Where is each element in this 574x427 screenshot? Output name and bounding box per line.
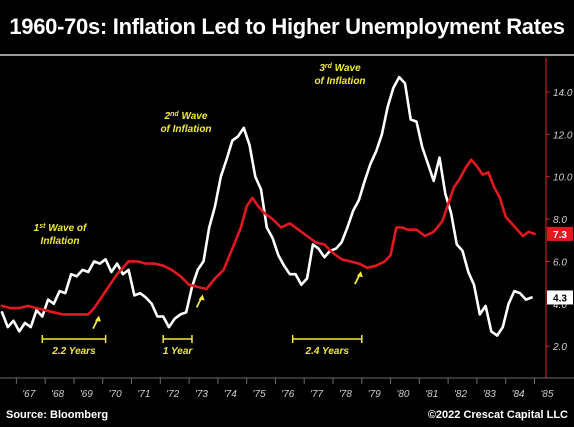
red-end-value-badge: [547, 226, 573, 241]
y-tick-label: 14.0: [553, 88, 573, 99]
chart-title: 1960-70s: Inflation Led to Higher Unempl…: [9, 14, 565, 39]
lag-label: 1 Year: [163, 346, 194, 357]
x-tick-label: '79: [368, 389, 381, 400]
x-tick-label: '67: [22, 389, 35, 400]
x-tick-label: '76: [281, 389, 294, 400]
x-tick-label: '85: [540, 389, 553, 400]
y-tick-label: 4.0: [553, 300, 567, 311]
x-tick-label: '78: [339, 389, 352, 400]
series-line-red: [0, 158, 536, 316]
x-tick-label: '72: [166, 389, 179, 400]
copyright-label: ©2022 Crescat Capital LLC: [427, 409, 568, 421]
x-tick-label: '71: [137, 389, 150, 400]
x-tick-label: '84: [512, 389, 525, 400]
white-end-value-badge: [547, 290, 573, 305]
lag-arrow-icon: [92, 315, 101, 330]
arrow-head: [94, 315, 101, 322]
y-tick-label: 2.0: [552, 342, 567, 353]
lag-arrow-icon: [195, 294, 205, 308]
x-tick-label: '68: [51, 389, 64, 400]
x-tick-label: '75: [253, 389, 266, 400]
title-divider: [0, 54, 574, 56]
y-tick-label: 8.0: [553, 215, 567, 226]
y-tick-label: 10.0: [553, 173, 573, 184]
wave2-annotation-line1: 2nd Wave: [164, 111, 208, 123]
arrow-head: [356, 271, 363, 278]
wave1-annotation-line2: Inflation: [41, 236, 80, 247]
wave2-annotation-line2: of Inflation: [160, 124, 211, 135]
x-tick-label: '82: [454, 389, 467, 400]
y-tick-label: 12.0: [553, 130, 573, 141]
series-line-white: [0, 75, 533, 337]
x-tick-label: '83: [483, 389, 496, 400]
lag-arrow-icon: [354, 271, 363, 285]
end-value-label: 7.3: [553, 230, 567, 241]
x-tick-label: '70: [109, 389, 122, 400]
wave1-annotation-line1: 1st Wave of: [34, 223, 88, 235]
x-tick-label: '69: [80, 389, 93, 400]
x-tick-label: '73: [195, 389, 208, 400]
wave3-annotation-line2: of Inflation: [314, 76, 365, 87]
x-tick-label: '74: [224, 389, 237, 400]
lag-label: 2.4 Years: [305, 346, 350, 357]
x-tick-label: '81: [425, 389, 438, 400]
x-tick-label: '80: [396, 389, 409, 400]
y-tick-label: 6.0: [553, 257, 567, 268]
wave3-annotation-line1: 3rd Wave: [319, 63, 361, 75]
arrow-head: [198, 294, 205, 301]
lag-label: 2.2 Years: [51, 346, 96, 357]
source-label: Source: Bloomberg: [6, 409, 109, 421]
x-tick-label: '77: [310, 389, 323, 400]
end-value-label: 4.3: [553, 293, 567, 304]
